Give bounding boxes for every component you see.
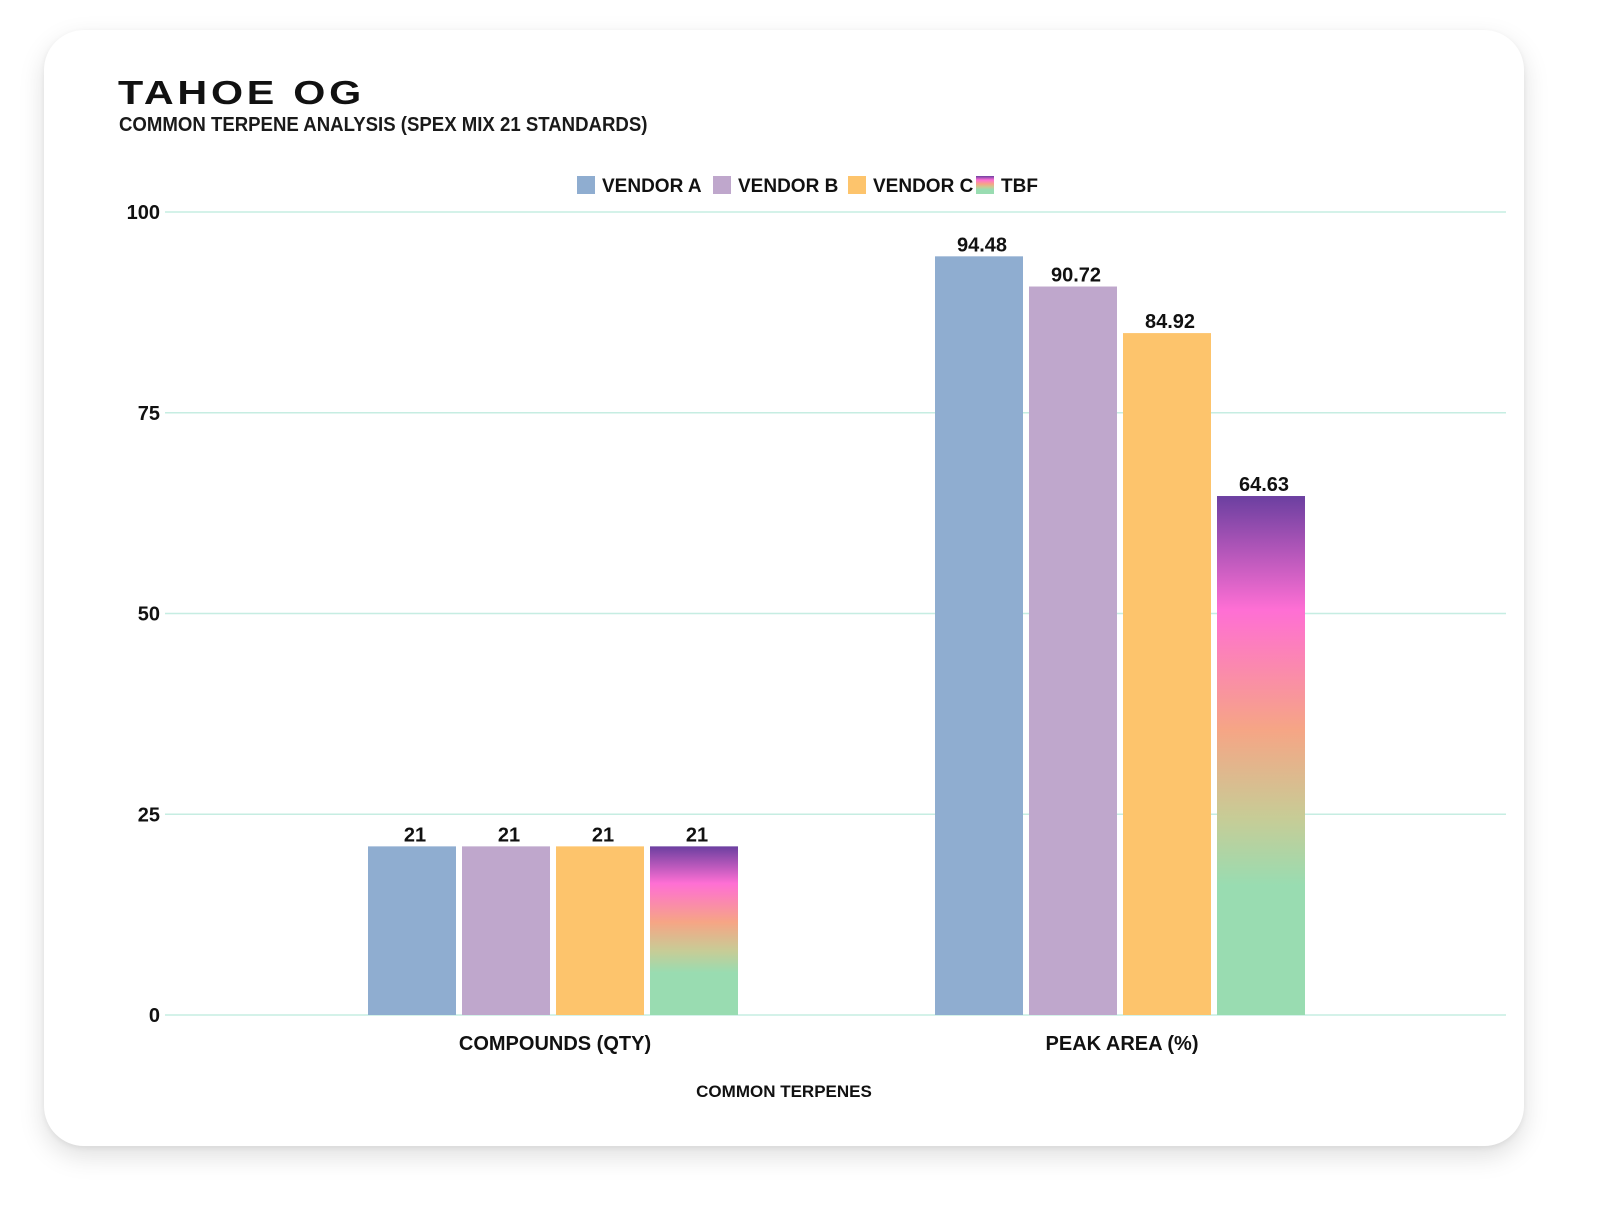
bar-vendor-a (368, 846, 456, 1015)
x-category-label: PEAK AREA (%) (1046, 1033, 1199, 1055)
legend-label: TBF (1001, 176, 1038, 197)
y-axis-ticks: 0 25 50 75 100 (127, 202, 160, 1027)
chart-title: TAHOE OG (118, 74, 365, 111)
bars (368, 256, 1305, 1016)
data-label: 21 (592, 824, 614, 846)
legend-swatch (713, 176, 731, 194)
bar-vendor-c (1123, 333, 1211, 1015)
bar-vendor-c (556, 846, 644, 1015)
y-tick-label: 25 (138, 804, 160, 826)
x-axis-title: COMMON TERPENES (696, 1082, 872, 1101)
legend-swatch (577, 176, 595, 194)
legend-label: VENDOR B (738, 176, 838, 197)
data-label: 21 (686, 824, 708, 846)
bar-vendor-a (935, 256, 1023, 1016)
x-category-label: COMPOUNDS (QTY) (459, 1033, 651, 1055)
legend-swatch (848, 176, 866, 194)
y-tick-label: 0 (149, 1005, 160, 1027)
bar-vendor-b (1029, 286, 1117, 1015)
data-label: 94.48 (957, 234, 1007, 256)
bar-tbf (650, 846, 738, 1015)
data-label: 90.72 (1051, 265, 1101, 287)
legend-swatch (976, 176, 994, 194)
y-tick-label: 75 (138, 403, 160, 425)
x-axis-categories: COMPOUNDS (QTY) PEAK AREA (%) (459, 1033, 1199, 1055)
data-labels: 21 21 21 21 94.48 90.72 84.92 64.63 (404, 234, 1289, 846)
bar-vendor-b (462, 846, 550, 1015)
y-tick-label: 50 (138, 604, 160, 626)
data-label: 64.63 (1239, 474, 1289, 496)
legend: VENDOR A VENDOR B VENDOR C TBF (577, 176, 1038, 197)
legend-label: VENDOR C (873, 176, 974, 197)
data-label: 21 (404, 824, 426, 846)
legend-label: VENDOR A (602, 176, 702, 197)
bar-tbf (1217, 496, 1305, 1015)
y-tick-label: 100 (127, 202, 160, 224)
data-label: 21 (498, 824, 520, 846)
data-label: 84.92 (1145, 311, 1195, 333)
chart-subtitle: COMMON TERPENE ANALYSIS (SPEX MIX 21 STA… (119, 114, 648, 136)
